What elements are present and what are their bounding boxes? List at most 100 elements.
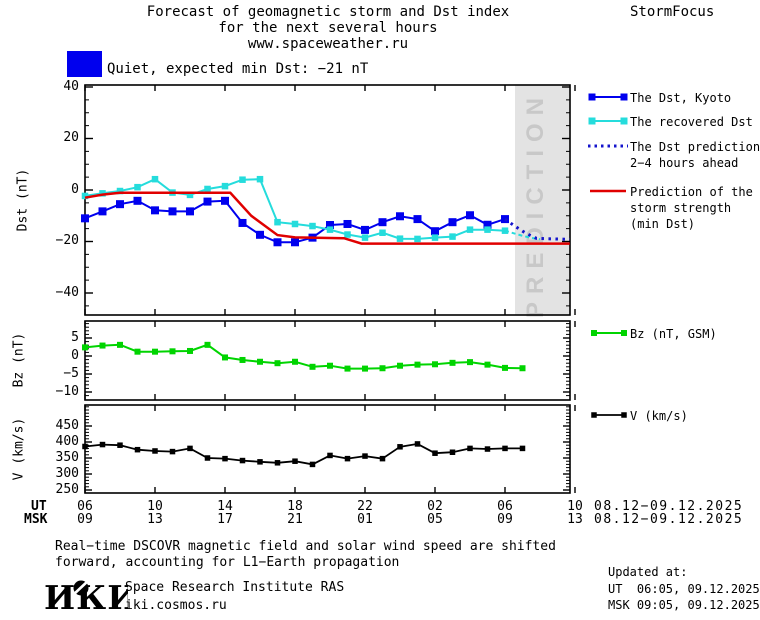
v-ytick-label: 300 bbox=[55, 465, 79, 481]
legend-marker bbox=[591, 330, 597, 336]
series-marker bbox=[309, 363, 316, 370]
series-marker bbox=[274, 460, 281, 466]
xtick-msk: 09 bbox=[497, 512, 513, 527]
series-marker bbox=[239, 457, 246, 464]
series-marker bbox=[291, 220, 299, 228]
bz-axis-title: Bz (nT) bbox=[11, 332, 27, 388]
legend-main-prediction-line2: 2−4 hours ahead bbox=[630, 156, 739, 170]
series-marker bbox=[292, 358, 298, 365]
dst-ytick-label: 0 bbox=[71, 181, 79, 197]
series-marker bbox=[98, 207, 107, 216]
series-marker bbox=[466, 211, 474, 220]
brand-label: StormFocus bbox=[630, 4, 715, 20]
bz-ytick-label: −10 bbox=[55, 383, 79, 399]
series-marker bbox=[326, 221, 334, 230]
series-marker bbox=[501, 227, 509, 234]
series-marker bbox=[82, 443, 88, 450]
series-marker bbox=[152, 448, 158, 454]
series-marker bbox=[362, 453, 368, 459]
legend-marker bbox=[621, 330, 627, 336]
series-marker bbox=[151, 206, 159, 215]
series-marker bbox=[187, 445, 193, 452]
legend-marker bbox=[620, 93, 628, 101]
bz-frame bbox=[84, 320, 571, 401]
series-marker bbox=[413, 215, 422, 224]
series-marker bbox=[396, 212, 404, 221]
series-marker bbox=[361, 234, 369, 241]
xtick-ut-06: 06 bbox=[77, 499, 93, 514]
series-Prediction of the storm strength (min Dst) bbox=[84, 191, 570, 245]
legend-marker bbox=[588, 117, 596, 125]
series-marker bbox=[484, 446, 491, 452]
series-marker bbox=[327, 452, 333, 459]
xtick-ut-18: 18 bbox=[287, 499, 303, 514]
legend-marker bbox=[621, 412, 627, 418]
series-marker bbox=[449, 359, 456, 366]
series-marker bbox=[361, 225, 369, 234]
series-marker bbox=[222, 455, 228, 462]
series-marker bbox=[168, 207, 177, 216]
series-The Dst prediction 2−4 hours ahead bbox=[504, 217, 570, 241]
v-ytick-label: 250 bbox=[55, 481, 79, 497]
series-marker bbox=[484, 361, 491, 368]
bz-ytick-label: 0 bbox=[71, 347, 79, 363]
series-marker bbox=[379, 229, 386, 236]
series-marker bbox=[152, 348, 158, 355]
dst-ytick-label: 20 bbox=[63, 130, 79, 145]
series-marker bbox=[397, 362, 403, 369]
date-range-ut: 08.12−09.12.2025 bbox=[594, 499, 744, 514]
series-marker bbox=[362, 365, 368, 372]
series-marker bbox=[134, 446, 141, 453]
series-marker bbox=[414, 441, 421, 447]
xaxis-row2-label: MSK bbox=[24, 512, 48, 527]
series-marker bbox=[82, 344, 88, 351]
series-marker bbox=[239, 356, 246, 363]
series-marker bbox=[379, 365, 386, 372]
series-marker bbox=[239, 176, 246, 183]
series-marker bbox=[378, 218, 387, 227]
legend-v-label: V (km/s) bbox=[630, 409, 688, 423]
v-ytick-label: 450 bbox=[55, 417, 79, 433]
series-V (km/s) bbox=[84, 442, 523, 466]
series-marker bbox=[344, 365, 351, 372]
xtick-ut-14: 14 bbox=[217, 499, 233, 514]
series-marker bbox=[502, 445, 508, 452]
series-marker bbox=[204, 455, 211, 461]
dst-axis-title: Dst (nT) bbox=[15, 168, 31, 232]
storm-status-label: Quiet, expected min Dst: −21 nT bbox=[107, 61, 369, 77]
series-marker bbox=[467, 359, 473, 366]
page-title-line2: for the next several hours bbox=[218, 20, 438, 36]
series-The recovered Dst bbox=[84, 178, 506, 240]
series-marker bbox=[309, 461, 316, 468]
legend-main-recovered-line1: The recovered Dst bbox=[630, 115, 753, 129]
bz-ytick-label: −5 bbox=[63, 365, 79, 381]
series-marker bbox=[134, 183, 141, 191]
series-marker bbox=[501, 215, 509, 224]
series-marker bbox=[203, 197, 212, 206]
xtick-ut-10: 10 bbox=[147, 499, 163, 514]
xtick-msk: 13 bbox=[147, 512, 163, 527]
series-marker bbox=[432, 361, 438, 368]
legend-marker bbox=[588, 93, 596, 101]
series-marker bbox=[309, 222, 316, 230]
series-marker bbox=[169, 348, 176, 355]
updated-at-ut: UT 06:05, 09.12.2025 bbox=[608, 582, 760, 596]
series-marker bbox=[519, 445, 526, 452]
legend-main-prediction-line1: The Dst prediction bbox=[630, 140, 760, 154]
series-marker bbox=[326, 226, 334, 233]
series-marker bbox=[344, 231, 351, 238]
series-marker bbox=[483, 220, 492, 229]
dst-frame bbox=[84, 84, 571, 316]
series-marker bbox=[431, 234, 439, 241]
series-marker bbox=[186, 191, 194, 199]
xtick-msk: 01 bbox=[357, 512, 373, 527]
series-marker bbox=[344, 455, 351, 462]
xaxis-row1-label: UT bbox=[31, 499, 47, 514]
xtick-msk: 21 bbox=[287, 512, 303, 527]
series-marker bbox=[134, 348, 141, 355]
series-marker bbox=[449, 233, 456, 240]
legend-main-storm-line3: (min Dst) bbox=[630, 217, 696, 231]
series-marker bbox=[116, 187, 124, 195]
footer-note-line1: Real−time DSCOVR magnetic field and sola… bbox=[55, 539, 556, 554]
